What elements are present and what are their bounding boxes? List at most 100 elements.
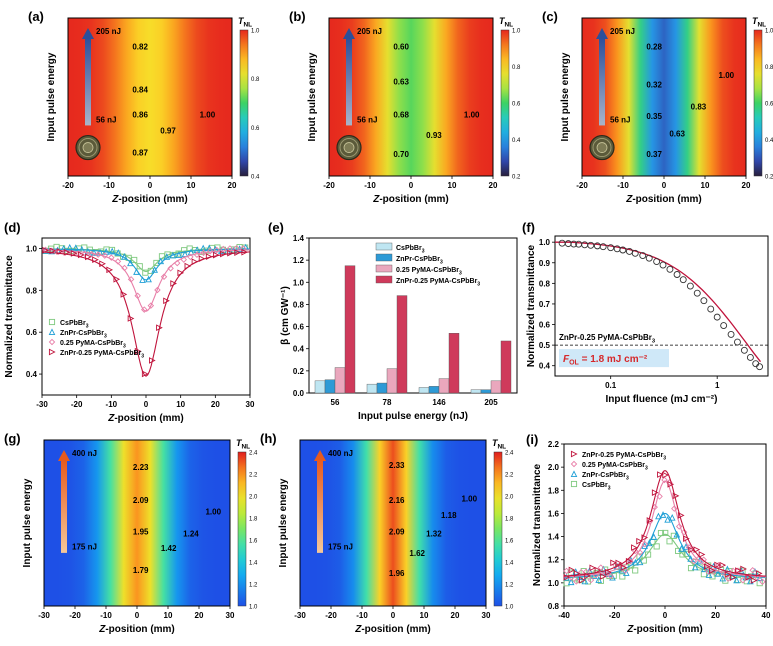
energy-bottom-label: 175 nJ xyxy=(328,543,353,552)
x-tick-label: 0 xyxy=(148,181,153,190)
label-main: ZnPr-0.25 PyMA-CsPbBr xyxy=(60,350,142,357)
panel-letter: (d) xyxy=(4,220,21,235)
colorbar-title: TNL xyxy=(238,16,252,29)
data-point xyxy=(714,561,721,569)
data-point xyxy=(599,573,607,580)
data-point xyxy=(620,564,628,571)
data-point xyxy=(595,576,603,583)
data-point xyxy=(163,297,170,305)
data-point xyxy=(740,565,747,573)
data-point xyxy=(594,566,602,574)
data-point xyxy=(193,251,201,258)
sample-center xyxy=(82,142,94,153)
data-point xyxy=(149,357,156,364)
bar xyxy=(428,386,440,394)
energy-arrow-shaft xyxy=(61,460,67,553)
data-point xyxy=(668,513,676,521)
data-point xyxy=(745,573,753,581)
x-tick-label: 10 xyxy=(164,611,173,620)
bar xyxy=(386,368,398,394)
label-main: CsPbBr xyxy=(60,320,86,327)
data-point xyxy=(241,248,249,256)
data-point xyxy=(570,450,578,458)
label-subscript: 3 xyxy=(477,282,480,288)
data-point xyxy=(108,254,115,261)
x-axis-label: Z-position (mm) xyxy=(354,624,431,635)
x-tick-label: -10 xyxy=(364,181,376,190)
data-point xyxy=(576,573,584,580)
data-point xyxy=(645,551,652,558)
data-point xyxy=(134,347,142,355)
data-point xyxy=(108,247,116,255)
value-annotation: 0.82 xyxy=(132,43,148,52)
data-point xyxy=(631,544,638,551)
fit-curve xyxy=(564,512,766,578)
data-point xyxy=(607,572,614,580)
value-annotation: 0.86 xyxy=(132,111,148,120)
data-point xyxy=(632,558,639,566)
data-point xyxy=(597,577,604,584)
data-point xyxy=(160,273,168,280)
data-point xyxy=(563,567,570,575)
x-tick-label: 0 xyxy=(662,181,667,190)
value-annotation: 0.68 xyxy=(393,111,409,120)
data-point xyxy=(659,511,667,518)
label-main: 0.25 PyMA-CsPbBr xyxy=(60,340,123,347)
value-annotation: 0.83 xyxy=(691,103,707,112)
label-main: ZnPr-0.25 PyMA-CsPbBr xyxy=(396,278,478,285)
energy-top-label: 205 nJ xyxy=(357,27,382,36)
y-tick-label: 0.4 xyxy=(539,362,551,371)
data-point xyxy=(200,249,207,257)
data-point xyxy=(693,546,701,553)
data-point xyxy=(657,529,665,537)
y-axis-label: Input pulse energy xyxy=(22,478,33,567)
value-annotation: 0.37 xyxy=(646,150,662,159)
data-point xyxy=(180,256,188,263)
y-axis-label: Normalized transmittance xyxy=(4,255,15,378)
data-point xyxy=(690,557,698,565)
data-point xyxy=(709,567,716,574)
data-point xyxy=(672,492,680,500)
plot-frame xyxy=(308,237,518,394)
data-point xyxy=(640,557,647,564)
data-point xyxy=(131,256,138,264)
fit-curve xyxy=(563,480,767,578)
bar xyxy=(438,378,450,394)
energy-arrow-shaft xyxy=(85,38,91,126)
data-point xyxy=(636,537,643,545)
data-point xyxy=(754,574,761,582)
panel-letter: (f) xyxy=(522,220,535,235)
label-subscript: 3 xyxy=(123,344,126,350)
legend-label: ZnPr-CsPbBr3 xyxy=(60,330,107,340)
legend-swatch xyxy=(375,264,393,273)
data-point xyxy=(145,275,152,283)
data-point xyxy=(686,282,694,290)
data-point xyxy=(705,571,713,578)
data-point xyxy=(670,532,677,539)
data-point xyxy=(570,470,578,478)
data-point xyxy=(740,346,748,354)
y-tick-label: 1.0 xyxy=(539,238,551,247)
data-point xyxy=(49,247,57,255)
data-point xyxy=(94,251,102,258)
panel-d: (d) -30 -20 -10 0 10 20 30 0.4 0.6 0.8 1.0 Z-positio… xyxy=(4,220,255,424)
bar xyxy=(448,333,460,394)
colorbar-tick-label: 1.0 xyxy=(765,29,773,35)
panel-letter: (g) xyxy=(4,431,21,446)
x-axis-label: Z-position (mm) xyxy=(107,413,184,424)
y-tick-label: 1.4 xyxy=(548,533,560,542)
colorbar-tick-label: 0.6 xyxy=(251,126,260,132)
fit-curve xyxy=(41,251,251,377)
data-point xyxy=(615,559,623,567)
data-point xyxy=(683,550,690,557)
colorbar-tick-label: 0.8 xyxy=(765,65,773,71)
data-point xyxy=(636,558,644,566)
data-point xyxy=(570,460,578,468)
data-point xyxy=(227,249,234,257)
data-point xyxy=(42,246,50,254)
y-tick-label: 0.9 xyxy=(539,259,551,268)
energy-arrow-head xyxy=(82,28,94,39)
colorbar-tick-label: 1.0 xyxy=(512,29,521,35)
x-tick-label: -10 xyxy=(617,181,629,190)
x-tick-label: 78 xyxy=(383,398,392,407)
